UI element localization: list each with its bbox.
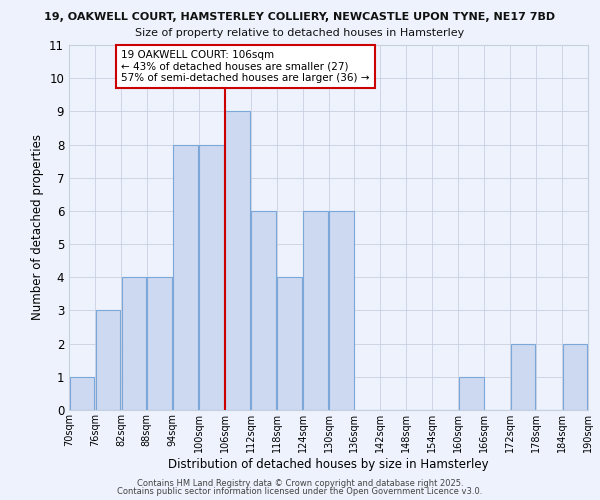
- Bar: [459, 377, 484, 410]
- Text: 19, OAKWELL COURT, HAMSTERLEY COLLIERY, NEWCASTLE UPON TYNE, NE17 7BD: 19, OAKWELL COURT, HAMSTERLEY COLLIERY, …: [44, 12, 556, 22]
- Text: Size of property relative to detached houses in Hamsterley: Size of property relative to detached ho…: [136, 28, 464, 38]
- Bar: [303, 211, 328, 410]
- Bar: [277, 278, 302, 410]
- Bar: [511, 344, 535, 410]
- Bar: [329, 211, 354, 410]
- Y-axis label: Number of detached properties: Number of detached properties: [31, 134, 44, 320]
- Text: 19 OAKWELL COURT: 106sqm
← 43% of detached houses are smaller (27)
57% of semi-d: 19 OAKWELL COURT: 106sqm ← 43% of detach…: [121, 50, 370, 83]
- Bar: [122, 278, 146, 410]
- X-axis label: Distribution of detached houses by size in Hamsterley: Distribution of detached houses by size …: [168, 458, 489, 470]
- Bar: [251, 211, 276, 410]
- Bar: [226, 112, 250, 410]
- Bar: [199, 144, 224, 410]
- Text: Contains public sector information licensed under the Open Government Licence v3: Contains public sector information licen…: [118, 487, 482, 496]
- Bar: [173, 144, 198, 410]
- Text: Contains HM Land Registry data © Crown copyright and database right 2025.: Contains HM Land Registry data © Crown c…: [137, 478, 463, 488]
- Bar: [70, 377, 94, 410]
- Bar: [563, 344, 587, 410]
- Bar: [95, 310, 120, 410]
- Bar: [148, 278, 172, 410]
